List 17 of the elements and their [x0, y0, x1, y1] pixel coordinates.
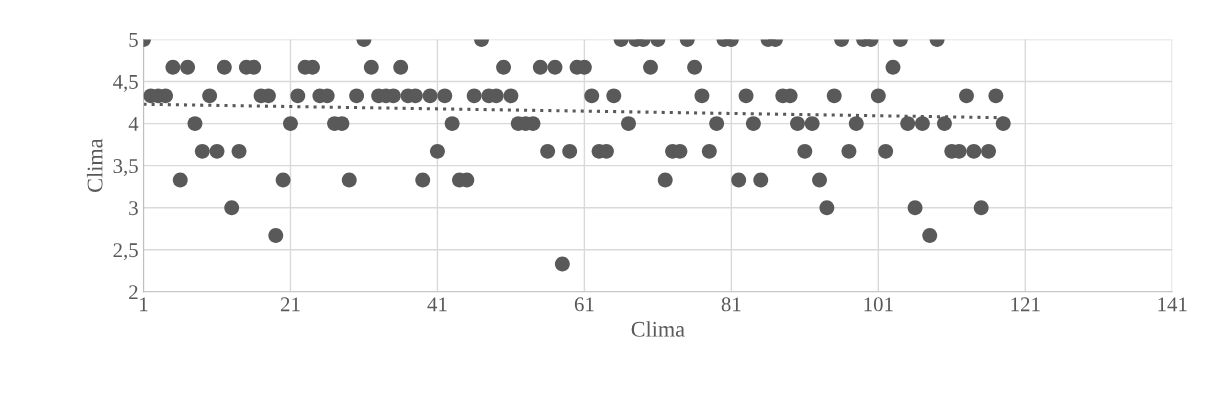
- y-tick-label: 4,5: [113, 75, 138, 92]
- y-tick-label: 2: [129, 285, 138, 300]
- x-tick-label: 21: [280, 297, 300, 312]
- x-tick-label: 1: [140, 297, 148, 312]
- y-tick-label: 5: [129, 33, 138, 47]
- y-tick-label: 3: [129, 201, 138, 216]
- x-tick-label: 41: [427, 297, 447, 312]
- y-tick-label: 2,5: [113, 243, 138, 261]
- x-tick-label: 61: [574, 297, 594, 312]
- x-tick-label: 81: [721, 297, 741, 312]
- x-tick-label: 121: [1011, 297, 1040, 312]
- y-axis-title: Clima: [86, 138, 103, 192]
- y-tick-label: 4: [128, 117, 139, 131]
- x-tick-label: 101: [864, 297, 893, 312]
- y-tick-label: 3,5: [113, 159, 138, 177]
- x-axis-title: Clima: [631, 321, 685, 337]
- x-tick-label: 141: [1158, 297, 1187, 312]
